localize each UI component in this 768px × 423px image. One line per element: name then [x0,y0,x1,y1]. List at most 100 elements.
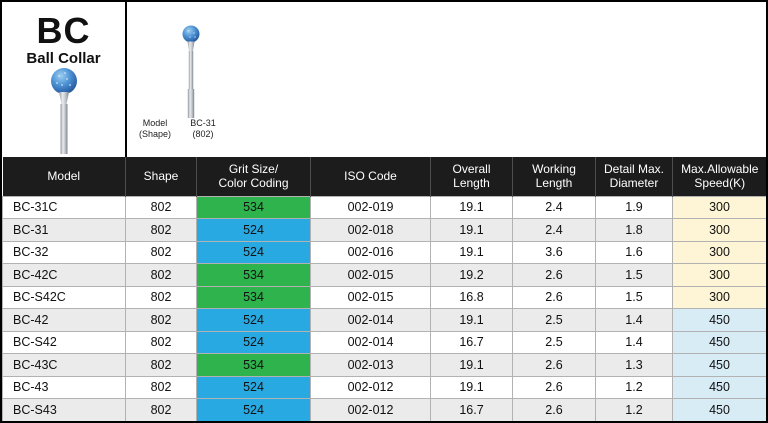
cell-detail-max-diameter: 1.4 [595,330,673,354]
cell-overall-length: 16.7 [430,398,513,421]
cell-max-allowable-speed: 300 [672,263,766,287]
cell-detail-max-diameter: 1.2 [595,375,673,399]
cell-detail-max-diameter: 1.5 [595,285,673,309]
cell-model: BC-42 [2,308,126,332]
header-section: BC Ball Collar [2,2,766,157]
cell-iso-code: 002-015 [310,263,431,287]
cell-grit-size: 524 [196,218,311,242]
cell-shape: 802 [125,375,197,399]
cell-grit-size: 534 [196,263,311,287]
cell-detail-max-diameter: 1.6 [595,240,673,264]
cell-detail-max-diameter: 1.9 [595,195,673,219]
cell-detail-max-diameter: 1.4 [595,308,673,332]
bur-illustration-small [182,25,200,118]
cell-overall-length: 19.1 [430,195,513,219]
shape-labels: Model (Shape) BC-31 (802) [133,118,221,140]
cell-working-length: 2.6 [512,263,596,287]
cell-overall-length: 16.8 [430,285,513,309]
cell-shape: 802 [125,263,197,287]
cell-max-allowable-speed: 300 [672,240,766,264]
cell-grit-size: 534 [196,195,311,219]
cell-detail-max-diameter: 1.3 [595,353,673,377]
cell-model: BC-S42C [2,285,126,309]
spec-table: Model Shape Grit Size/Color Coding ISO Code… [2,157,766,421]
cell-iso-code: 002-018 [310,218,431,242]
model-shape-value: BC-31 (802) [185,118,221,140]
cell-shape: 802 [125,330,197,354]
cell-shape: 802 [125,240,197,264]
product-name: Ball Collar [26,50,101,67]
cell-grit-size: 534 [196,353,311,377]
table-row: BC-31C 802 534 002-019 19.1 2.4 1.9 300 [2,195,766,219]
cell-working-length: 2.6 [512,398,596,421]
cell-max-allowable-speed: 450 [672,330,766,354]
cell-grit-size: 524 [196,240,311,264]
cell-grit-size: 524 [196,330,311,354]
cell-shape: 802 [125,285,197,309]
table-row: BC-42 802 524 002-014 19.1 2.5 1.4 450 [2,308,766,332]
table-row: BC-42C 802 534 002-015 19.2 2.6 1.5 300 [2,263,766,287]
column-header: Working Length [512,157,596,196]
bur-illustration-large [51,68,77,154]
cell-working-length: 2.5 [512,330,596,354]
cell-grit-size: 524 [196,398,311,421]
cell-shape: 802 [125,398,197,421]
cell-model: BC-32 [2,240,126,264]
shape-preview-area: Model (Shape) BC-31 (802) [127,2,766,157]
cell-detail-max-diameter: 1.8 [595,218,673,242]
cell-max-allowable-speed: 300 [672,285,766,309]
table-row: BC-32 802 524 002-016 19.1 3.6 1.6 300 [2,240,766,264]
column-header: Detail Max. Diameter [595,157,673,196]
product-code: BC [36,10,91,51]
table-header-row: Model Shape Grit Size/Color Coding ISO Code… [2,157,766,196]
column-header: Model [2,157,126,196]
shape-value-line: (802) [192,129,214,139]
cell-overall-length: 19.1 [430,308,513,332]
cell-working-length: 3.6 [512,240,596,264]
cell-model: BC-S43 [2,398,126,421]
cell-working-length: 2.6 [512,375,596,399]
cell-max-allowable-speed: 300 [672,195,766,219]
table-row: BC-43 802 524 002-012 19.1 2.6 1.2 450 [2,375,766,399]
cell-model: BC-S42 [2,330,126,354]
column-header: Grit Size/Color Coding [196,157,311,196]
model-label-line: Model [142,118,168,128]
cell-max-allowable-speed: 450 [672,353,766,377]
cell-iso-code: 002-012 [310,375,431,399]
cell-iso-code: 002-013 [310,353,431,377]
cell-working-length: 2.6 [512,353,596,377]
cell-shape: 802 [125,353,197,377]
cell-working-length: 2.4 [512,195,596,219]
cell-detail-max-diameter: 1.2 [595,398,673,421]
cell-max-allowable-speed: 450 [672,375,766,399]
column-header: Shape [125,157,197,196]
cell-grit-size: 524 [196,308,311,332]
cell-iso-code: 002-016 [310,240,431,264]
cell-shape: 802 [125,195,197,219]
product-code-box: BC Ball Collar [2,2,127,157]
cell-detail-max-diameter: 1.5 [595,263,673,287]
cell-max-allowable-speed: 450 [672,398,766,421]
table-row: BC-43C 802 534 002-013 19.1 2.6 1.3 450 [2,353,766,377]
cell-iso-code: 002-019 [310,195,431,219]
cell-model: BC-42C [2,263,126,287]
cell-model: BC-31 [2,218,126,242]
cell-max-allowable-speed: 300 [672,218,766,242]
column-header: Overall Length [430,157,513,196]
cell-model: BC-31C [2,195,126,219]
cell-shape: 802 [125,218,197,242]
model-value-line: BC-31 [190,118,216,128]
cell-working-length: 2.5 [512,308,596,332]
cell-working-length: 2.4 [512,218,596,242]
cell-model: BC-43 [2,375,126,399]
cell-overall-length: 19.1 [430,240,513,264]
cell-grit-size: 534 [196,285,311,309]
shape-label-line: (Shape) [138,129,172,139]
cell-iso-code: 002-015 [310,285,431,309]
cell-overall-length: 19.1 [430,218,513,242]
model-shape-label: Model (Shape) [133,118,177,140]
cell-shape: 802 [125,308,197,332]
cell-max-allowable-speed: 450 [672,308,766,332]
table-row: BC-S42C 802 534 002-015 16.8 2.6 1.5 300 [2,285,766,309]
